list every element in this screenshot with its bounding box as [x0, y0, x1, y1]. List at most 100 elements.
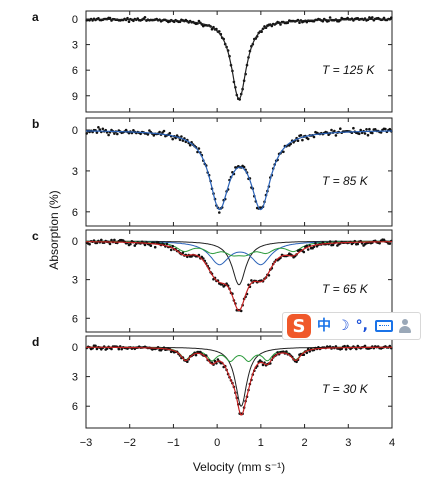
data-point	[382, 16, 386, 20]
data-point	[197, 19, 201, 23]
data-point	[110, 347, 113, 351]
data-point	[107, 133, 110, 137]
data-point	[239, 309, 243, 313]
y-tick-label: 6	[72, 207, 78, 219]
data-point	[98, 128, 102, 131]
data-point	[276, 351, 279, 354]
data-point	[97, 126, 100, 129]
data-point	[180, 135, 183, 138]
data-point	[199, 350, 202, 354]
data-point	[116, 132, 119, 136]
temperature-label-d: T = 30 K	[322, 382, 369, 396]
data-point	[126, 16, 129, 20]
data-point	[296, 139, 300, 142]
data-point	[312, 135, 316, 139]
data-point	[363, 344, 367, 348]
sogou-logo-icon[interactable]: S	[287, 314, 311, 338]
data-point	[298, 21, 301, 25]
data-point	[344, 348, 348, 351]
data-point	[85, 132, 88, 135]
plot-frame-d	[85, 335, 393, 429]
data-point	[388, 242, 392, 245]
data-point	[388, 127, 392, 131]
data-point	[108, 16, 112, 20]
data-point	[356, 242, 360, 246]
fit-line-d	[86, 346, 392, 416]
temperature-label-c: T = 65 K	[322, 282, 369, 296]
y-tick-label: 3	[72, 40, 78, 52]
moon-icon[interactable]: ☽	[337, 318, 350, 334]
data-point	[117, 347, 121, 351]
user-icon[interactable]	[398, 318, 411, 334]
x-tick-label: −3	[80, 437, 93, 449]
data-point	[100, 238, 103, 242]
data-point	[186, 360, 189, 364]
data-point	[368, 127, 371, 131]
x-tick-label: 3	[345, 437, 351, 449]
y-tick-label: 0	[72, 125, 78, 137]
data-point	[178, 138, 182, 142]
keyboard-icon[interactable]	[374, 320, 393, 332]
ime-toolbar[interactable]: S 中 ☽ °,	[282, 312, 421, 340]
data-point	[343, 344, 346, 348]
panel-label-b: b	[32, 117, 39, 131]
data-point	[165, 242, 169, 246]
y-tick-label: 0	[72, 14, 78, 26]
data-point	[334, 240, 338, 243]
data-point	[162, 129, 166, 133]
y-tick-label: 6	[72, 313, 78, 325]
punctuation-toggle[interactable]: °,	[355, 318, 368, 334]
data-point	[357, 132, 361, 136]
data-point	[306, 248, 310, 251]
y-tick-label: 0	[72, 236, 78, 248]
data-point	[352, 126, 355, 130]
data-point	[306, 137, 310, 141]
data-point	[379, 131, 383, 134]
fit-line-a	[86, 18, 392, 101]
data-point	[113, 132, 116, 135]
subspectrum-doublet-c	[86, 240, 392, 266]
panel-label-d: d	[32, 335, 39, 349]
data-point	[334, 345, 338, 348]
data-point	[339, 127, 342, 130]
fit-line-b	[85, 130, 392, 211]
data-point	[355, 347, 358, 351]
data-point	[146, 133, 150, 136]
data-point	[139, 132, 142, 136]
data-point	[365, 128, 368, 131]
data-point	[216, 358, 220, 361]
x-axis-title: Velocity (mm s⁻¹)	[193, 460, 285, 474]
data-point	[101, 127, 105, 131]
data-point	[333, 129, 336, 133]
plot-frame-a	[85, 10, 393, 113]
data-point	[371, 16, 374, 19]
data-point	[371, 131, 374, 135]
x-tick-label: 4	[389, 437, 395, 449]
data-point	[88, 242, 91, 246]
data-point	[110, 238, 113, 242]
data-point	[299, 134, 303, 137]
data-point	[282, 350, 285, 354]
data-point	[301, 138, 304, 142]
data-point	[305, 351, 309, 355]
data-point	[158, 130, 161, 134]
subspectrum-singlet-c	[86, 240, 392, 286]
data-point	[149, 244, 153, 247]
x-tick-label: −2	[123, 437, 136, 449]
fit-line-c	[86, 241, 392, 312]
data-point	[143, 243, 147, 247]
data-point	[330, 128, 333, 132]
temperature-label-a: T = 125 K	[322, 63, 375, 77]
data-point	[302, 250, 306, 254]
plot-frame-b	[85, 117, 393, 227]
data-point	[95, 131, 99, 134]
y-tick-label: 3	[72, 166, 78, 178]
ime-language-toggle[interactable]: 中	[317, 318, 331, 334]
x-tick-label: 1	[258, 437, 264, 449]
data-point	[331, 243, 335, 247]
data-point	[218, 211, 221, 214]
data-point	[328, 240, 332, 243]
data-point	[242, 165, 246, 169]
data-point	[95, 347, 99, 351]
